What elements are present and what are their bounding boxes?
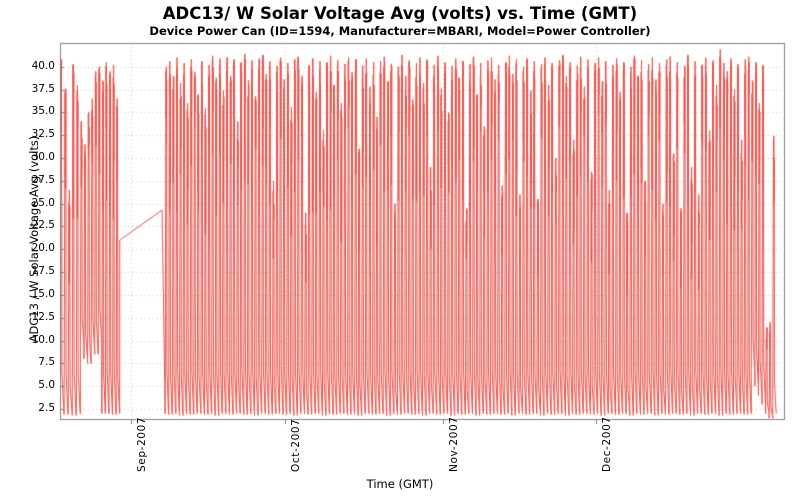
- y-tick-label: 25.0: [31, 196, 55, 209]
- y-tick-label: 17.5: [31, 265, 55, 278]
- y-tick-label: 37.5: [31, 82, 55, 95]
- y-axis-tick-labels: 2.5 5.0 7.5 10.0 12.5 15.0 17.5 20.0 22.5 25.0 27.…: [0, 0, 55, 500]
- x-axis-label: Time (GMT): [366, 477, 434, 491]
- x-tick-label: Sep-2007: [136, 416, 149, 472]
- y-tick-label: 20.0: [31, 242, 55, 255]
- y-tick-label: 15.0: [31, 287, 55, 300]
- y-tick-label: 35.0: [31, 105, 55, 118]
- y-tick-label: 5.0: [38, 379, 55, 392]
- y-axis-label: ADC13 / W Solar Voltage Avg (volts): [27, 135, 41, 343]
- y-tick-label: 10.0: [31, 333, 55, 346]
- x-tick-label: Nov-2007: [447, 416, 460, 472]
- x-tick-label: Dec-2007: [601, 416, 614, 472]
- y-tick-label: 12.5: [31, 310, 55, 323]
- y-tick-label: 22.5: [31, 219, 55, 232]
- y-tick-label: 7.5: [38, 356, 55, 369]
- x-tick-label: Oct-2007: [289, 418, 302, 472]
- y-tick-label: 40.0: [31, 59, 55, 72]
- y-tick-label: 32.5: [31, 128, 55, 141]
- y-tick-label: 27.5: [31, 173, 55, 186]
- y-tick-label: 30.0: [31, 151, 55, 164]
- y-tick-label: 2.5: [38, 402, 55, 415]
